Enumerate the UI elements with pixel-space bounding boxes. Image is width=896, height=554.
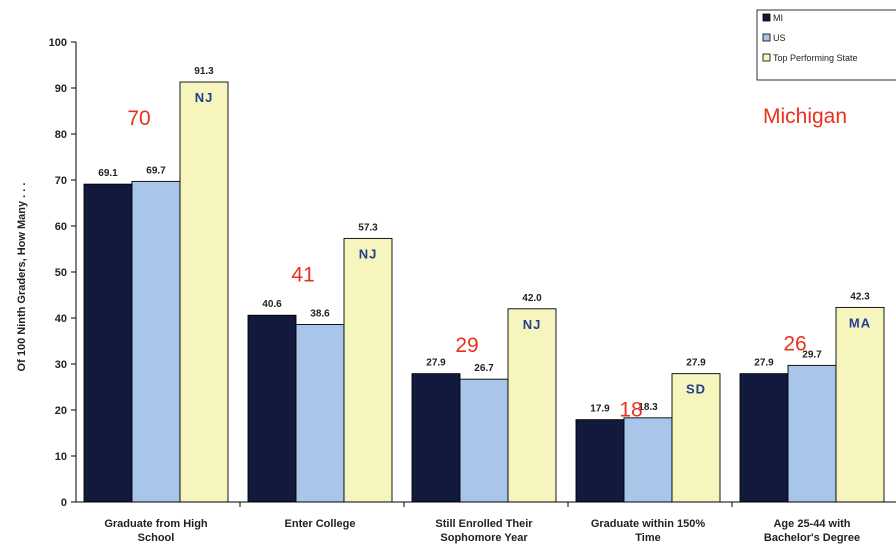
legend-entry: MI xyxy=(773,13,783,23)
michigan-value: 26 xyxy=(783,332,806,355)
bar-top-performing-state xyxy=(671,373,721,503)
state-label: MA xyxy=(849,315,871,330)
bar-us xyxy=(459,378,509,503)
x-category-label: Age 25-44 with xyxy=(773,518,850,530)
data-label: 18.3 xyxy=(638,402,658,413)
michigan-value: 29 xyxy=(455,334,478,357)
bar-top-performing-state xyxy=(507,308,557,503)
x-category-label: Still Enrolled Their xyxy=(435,518,533,530)
data-label: 57.3 xyxy=(358,222,378,233)
y-axis: 0 10 20 30 40 50 60 70 80 90 100 xyxy=(49,37,77,509)
bar-top-performing-state xyxy=(343,237,393,503)
bar-us xyxy=(295,323,345,503)
bar-mi xyxy=(739,373,789,503)
bar-mi xyxy=(247,314,297,503)
x-category-label: Sophomore Year xyxy=(440,532,528,544)
bar-us xyxy=(623,417,673,503)
data-label: 38.6 xyxy=(310,308,330,319)
data-label: 40.6 xyxy=(262,299,282,310)
legend-entry: US xyxy=(773,33,786,43)
x-category-label: Graduate from High xyxy=(104,518,208,530)
x-category-label: Enter College xyxy=(285,518,356,530)
legend-entry: Top Performing State xyxy=(773,53,858,63)
y-tick-label: 50 xyxy=(55,267,67,279)
y-tick-label: 70 xyxy=(55,175,67,187)
data-label: 29.7 xyxy=(802,349,822,360)
data-label: 26.7 xyxy=(474,363,494,374)
michigan-value: 41 xyxy=(291,263,314,286)
data-label: 69.1 xyxy=(98,168,118,179)
x-category-label: Graduate within 150% xyxy=(591,518,706,530)
bar-top-performing-state xyxy=(179,81,229,503)
data-label: 69.7 xyxy=(146,165,166,176)
state-label: NJ xyxy=(195,90,214,105)
y-tick-label: 30 xyxy=(55,359,67,371)
state-label: NJ xyxy=(523,317,542,332)
y-tick-label: 40 xyxy=(55,313,67,325)
x-category-label: Time xyxy=(635,532,660,544)
labels-group: 69.1 69.7 91.3 NJ 70 40.6 38.6 57.3 NJ 41 27.9 26.7… xyxy=(98,66,871,422)
bar-us xyxy=(131,180,181,503)
y-axis-label: Of 100 Ninth Graders, How Many . . . xyxy=(16,183,28,372)
y-tick-label: 10 xyxy=(55,451,67,463)
y-tick-label: 20 xyxy=(55,405,67,417)
legend-swatch xyxy=(762,13,771,22)
state-label: NJ xyxy=(359,246,378,261)
legend-swatch xyxy=(762,33,771,42)
bar-us xyxy=(787,364,837,503)
michigan-value: 18 xyxy=(619,399,642,422)
data-label: 91.3 xyxy=(194,66,214,77)
data-label: 42.0 xyxy=(522,293,542,304)
legend: MI US Top Performing State xyxy=(756,9,896,81)
bar-mi xyxy=(575,419,625,503)
y-tick-label: 100 xyxy=(49,37,67,49)
x-category-label: Bachelor's Degree xyxy=(764,532,860,544)
michigan-label: Michigan xyxy=(763,105,847,128)
state-label: SD xyxy=(686,382,706,397)
legend-swatch xyxy=(762,53,771,62)
x-category-label: School xyxy=(138,532,175,544)
data-label: 27.9 xyxy=(754,358,774,369)
bar-top-performing-state xyxy=(835,306,885,503)
michigan-value: 70 xyxy=(127,107,150,130)
y-tick-label: 90 xyxy=(55,83,67,95)
bar-mi xyxy=(83,183,133,503)
y-tick-label: 0 xyxy=(61,497,67,509)
data-label: 27.9 xyxy=(686,358,706,369)
y-tick-label: 80 xyxy=(55,129,67,141)
bar-mi xyxy=(411,373,461,503)
y-tick-label: 60 xyxy=(55,221,67,233)
x-axis: Graduate from High School Enter College Sti… xyxy=(76,501,896,544)
bars-group xyxy=(83,81,885,503)
data-label: 42.3 xyxy=(850,291,870,302)
data-label: 27.9 xyxy=(426,358,446,369)
legend-box xyxy=(756,9,896,81)
data-label: 17.9 xyxy=(590,404,610,415)
